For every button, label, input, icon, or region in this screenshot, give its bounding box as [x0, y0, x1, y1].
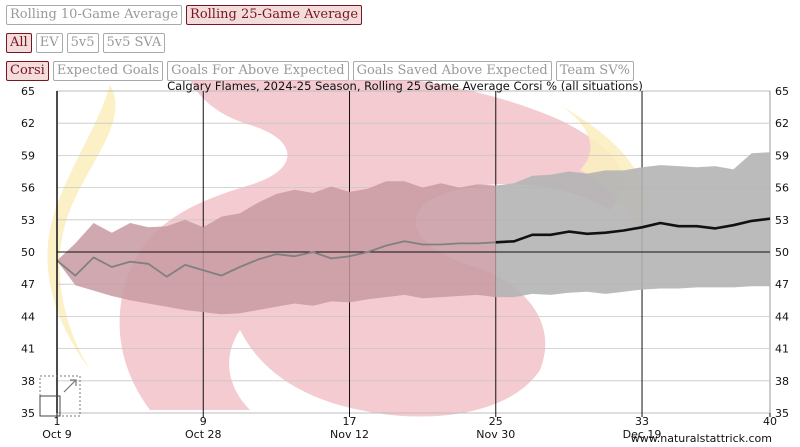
y-tick-label-right: 53 [775, 214, 789, 227]
corsi-rolling-average-chart: 35 35 38 38 41 41 44 44 47 47 50 50 53 53 56 56 59 59 62 62… [21, 80, 789, 445]
chart-title: Calgary Flames, 2024-25 Season, Rolling … [167, 80, 643, 93]
all-button[interactable]: All [6, 33, 32, 53]
y-tick-label-right: 50 [775, 246, 789, 259]
x-date-label: Oct 9 [42, 428, 72, 441]
y-tick-label-left: 44 [21, 310, 35, 323]
y-tick-label-left: 50 [21, 246, 35, 259]
x-tick-label: 25 [489, 415, 503, 428]
y-tick-label-left: 35 [21, 407, 35, 420]
ev-button[interactable]: EV [35, 33, 63, 53]
x-date-label: Oct 28 [185, 428, 222, 441]
y-tick-label-right: 35 [775, 407, 789, 420]
x-tick-label: 1 [54, 415, 61, 428]
y-tick-label-left: 38 [21, 375, 35, 388]
flame-logo-accent [47, 85, 116, 370]
y-tick-label-right: 65 [775, 85, 789, 98]
y-tick-label-left: 59 [21, 149, 35, 162]
zoom-selector[interactable] [39, 375, 81, 417]
average-toggle-group: Rolling 10-Game Average Rolling 25-Game A… [6, 5, 363, 25]
rolling-10-game-average-button[interactable]: Rolling 10-Game Average [6, 5, 183, 25]
range-band-early [57, 181, 496, 315]
zoom-handle[interactable] [39, 395, 61, 417]
y-tick-label-right: 62 [775, 117, 789, 130]
y-tick-label-right: 41 [775, 343, 789, 356]
y-tick-label-left: 56 [21, 182, 35, 195]
y-tick-label-left: 47 [21, 278, 35, 291]
x-tick-label: 40 [763, 415, 777, 428]
expand-arrow-icon [63, 379, 77, 393]
y-tick-label-right: 38 [775, 375, 789, 388]
x-tick-label: 17 [343, 415, 357, 428]
data-lines [56, 91, 771, 413]
x-tick-label: 33 [635, 415, 649, 428]
y-tick-label-right: 44 [775, 310, 789, 323]
x-date-label: Nov 12 [330, 428, 369, 441]
corsi-button[interactable]: Corsi [6, 61, 49, 81]
metric-toggle-group: Corsi Expected Goals Goals For Above Expec… [6, 61, 634, 81]
x-date-label: Nov 30 [476, 428, 515, 441]
goals-saved-above-expected-button[interactable]: Goals Saved Above Expected [352, 61, 552, 81]
chart-axes: 35 35 38 38 41 41 44 44 47 47 50 50 53 53 56 56 59 59 62 62… [21, 85, 789, 441]
team-sv-button[interactable]: Team SV% [555, 61, 634, 81]
expand-arrow-head-icon [70, 379, 77, 386]
y-tick-label-left: 53 [21, 214, 35, 227]
rolling-25-game-average-button[interactable]: Rolling 25-Game Average [186, 5, 363, 25]
situation-toggle-group: All EV 5v5 5v5 SVA [6, 33, 166, 53]
y-tick-label-left: 65 [21, 85, 35, 98]
x-tick-label: 9 [200, 415, 207, 428]
series-line-recent [495, 217, 771, 244]
goals-for-above-expected-button[interactable]: Goals For Above Expected [167, 61, 349, 81]
expected-goals-button[interactable]: Expected Goals [52, 61, 164, 81]
range-band-late [495, 152, 770, 298]
x-date-label: Dec 19 [623, 428, 662, 441]
series-line-early [56, 240, 496, 278]
y-tick-label-left: 41 [21, 343, 35, 356]
y-tick-label-right: 56 [775, 182, 789, 195]
y-tick-label-left: 62 [21, 117, 35, 130]
source-credit: www.naturalstattrick.com [631, 432, 772, 445]
y-tick-label-right: 47 [775, 278, 789, 291]
range-bands [57, 152, 770, 315]
y-tick-label-right: 59 [775, 149, 789, 162]
5v5-sva-button[interactable]: 5v5 SVA [102, 33, 166, 53]
5v5-button[interactable]: 5v5 [66, 33, 99, 53]
